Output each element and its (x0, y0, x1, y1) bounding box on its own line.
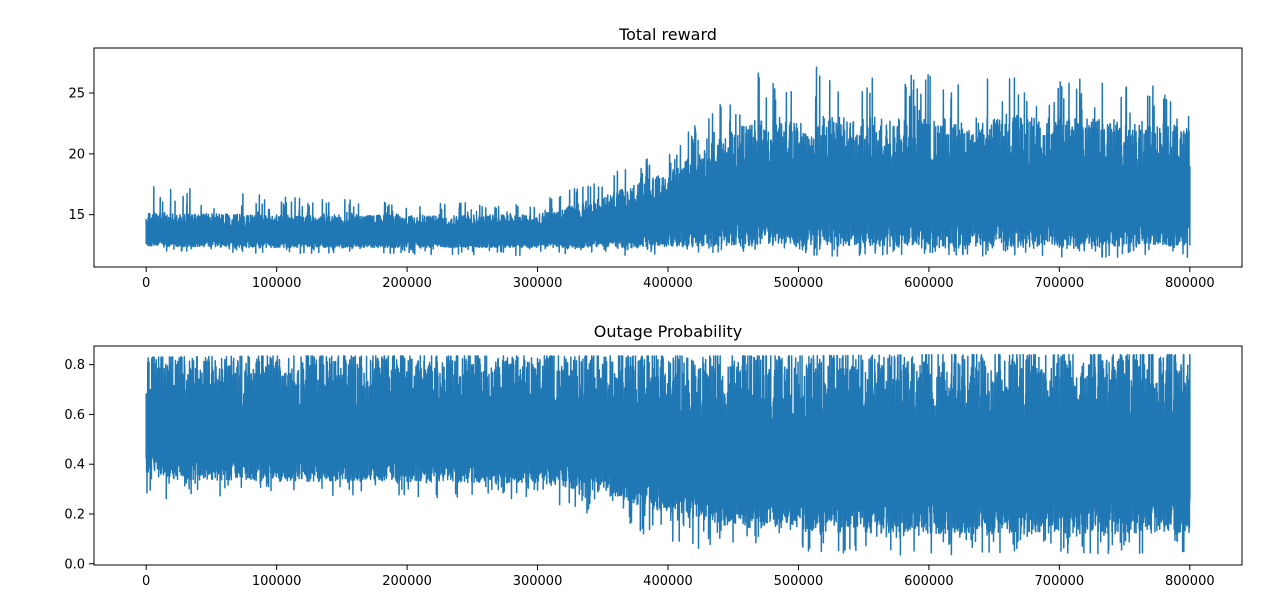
total-reward-series (145, 66, 1191, 258)
y-axis: 0.0 0.2 0.4 0.6 0.8 (64, 358, 94, 572)
x-tick-label: 0 (142, 574, 150, 589)
x-tick-label: 0 (142, 276, 150, 291)
x-tick-label: 300000 (513, 574, 563, 589)
y-tick-label: 0.6 (64, 408, 85, 423)
x-tick-label: 800000 (1165, 574, 1215, 589)
y-tick-label: 0.0 (64, 557, 85, 572)
x-tick-label: 500000 (774, 276, 824, 291)
x-axis: 0 100000 200000 300000 400000 500000 600000 700… (142, 565, 1215, 589)
x-tick-label: 300000 (513, 276, 563, 291)
outage-probability-chart: Outage Probability 0 100000 200000 300000 40… (64, 322, 1243, 589)
outage-probability-series (145, 353, 1191, 556)
x-tick-label: 200000 (382, 276, 432, 291)
chart-title: Total reward (618, 25, 717, 44)
x-tick-label: 100000 (252, 276, 302, 291)
y-tick-label: 15 (68, 208, 85, 223)
y-tick-label: 0.8 (64, 358, 85, 373)
series-line (145, 353, 1191, 556)
x-tick-label: 400000 (643, 276, 693, 291)
x-tick-label: 800000 (1165, 276, 1215, 291)
y-tick-label: 0.4 (64, 458, 85, 473)
x-tick-label: 500000 (774, 574, 824, 589)
y-tick-label: 20 (68, 147, 85, 162)
y-tick-label: 25 (68, 87, 85, 102)
series-line (145, 66, 1191, 258)
y-tick-label: 0.2 (64, 507, 85, 522)
x-tick-label: 700000 (1035, 574, 1085, 589)
total-reward-chart: Total reward 0 100000 200000 300000 400000 50… (68, 25, 1243, 291)
x-axis: 0 100000 200000 300000 400000 500000 600000 700… (142, 267, 1215, 291)
x-tick-label: 100000 (252, 574, 302, 589)
x-tick-label: 600000 (904, 276, 954, 291)
x-tick-label: 400000 (643, 574, 693, 589)
y-axis: 15 20 25 (68, 87, 94, 223)
x-tick-label: 700000 (1035, 276, 1085, 291)
chart-title: Outage Probability (594, 322, 742, 341)
x-tick-label: 600000 (904, 574, 954, 589)
x-tick-label: 200000 (382, 574, 432, 589)
